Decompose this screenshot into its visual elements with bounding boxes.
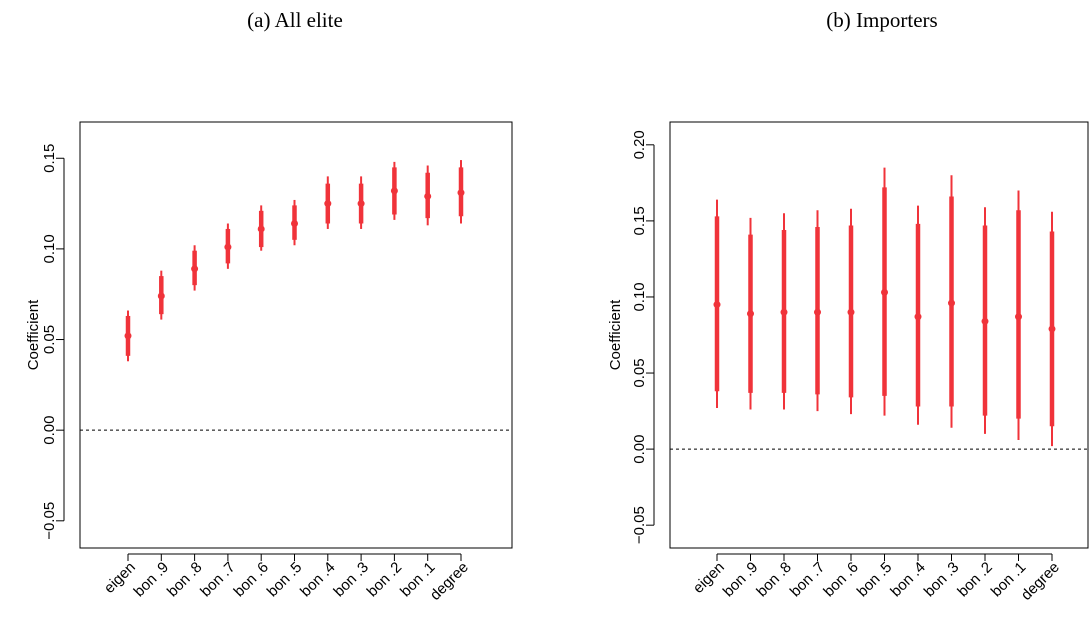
chart-title: (a) All elite	[247, 8, 343, 32]
y-tick-label: −0.05	[41, 502, 58, 540]
y-tick-label: 0.15	[631, 206, 648, 235]
point-estimate	[324, 200, 332, 208]
point-estimate	[390, 187, 398, 195]
y-tick-label: −0.05	[631, 506, 648, 544]
point-estimate	[914, 313, 922, 321]
point-estimate	[124, 332, 132, 340]
panel-importers: (b) Importers Coefficient −0.05 0.00 0.05 0…	[607, 8, 1089, 604]
point-estimate	[1015, 313, 1022, 321]
point-estimate	[1048, 325, 1056, 333]
x-tick-label: bon .3	[921, 559, 963, 601]
y-tick-label: 0.05	[631, 358, 648, 387]
plot-frame	[79, 121, 513, 549]
x-tick-label: bon .4	[887, 559, 929, 601]
x-tick-label: bon .5	[264, 559, 306, 601]
point-estimate	[157, 292, 165, 300]
point-estimate	[224, 243, 232, 251]
point-estimate	[424, 192, 432, 200]
plot-frame	[669, 121, 1089, 549]
y-tick-label: 0.10	[41, 234, 58, 263]
y-tick-label: 0.10	[631, 282, 648, 311]
x-tick-label: degree	[1018, 559, 1063, 604]
x-tick-label: bon .4	[297, 559, 339, 601]
x-tick-label: bon .9	[720, 559, 762, 601]
y-tick-label: 0.05	[41, 325, 58, 354]
panel-all-elite: (a) All elite Coefficient −0.05 0.00 0.05 0…	[25, 8, 513, 604]
point-estimate	[191, 265, 199, 273]
y-axis-label: Coefficient	[25, 299, 42, 370]
x-tick-label: degree	[427, 559, 472, 604]
point-estimate	[457, 189, 465, 197]
x-tick-label: bon .7	[197, 559, 239, 601]
point-estimate	[814, 308, 821, 316]
x-tick-label: bon .2	[954, 559, 996, 601]
point-estimate	[713, 301, 721, 309]
x-tick-label: bon .5	[854, 559, 896, 601]
x-tick-label: bon .9	[131, 559, 173, 601]
point-estimate	[948, 299, 955, 307]
y-tick-label: 0.00	[631, 435, 648, 464]
point-estimate	[357, 200, 365, 208]
x-tick-label: bon .2	[364, 559, 406, 601]
y-tick-label: 0.15	[41, 144, 58, 173]
x-tick-label: bon .6	[231, 559, 273, 601]
point-estimate	[257, 225, 265, 233]
y-axis-label: Coefficient	[607, 299, 624, 370]
x-tick-label: bon .7	[787, 559, 829, 601]
x-tick-label: bon .8	[753, 559, 795, 601]
point-estimate	[881, 288, 888, 296]
point-estimate	[981, 317, 989, 325]
point-estimate	[847, 308, 855, 316]
point-estimate	[291, 220, 298, 228]
chart-title: (b) Importers	[826, 8, 937, 32]
point-estimate	[747, 310, 754, 318]
x-tick-label: bon .6	[820, 559, 862, 601]
point-estimate	[780, 308, 788, 316]
x-tick-label: bon .8	[164, 559, 206, 601]
y-tick-label: 0.20	[631, 130, 648, 159]
x-tick-label: bon .3	[330, 559, 372, 601]
y-tick-label: 0.00	[41, 416, 58, 445]
